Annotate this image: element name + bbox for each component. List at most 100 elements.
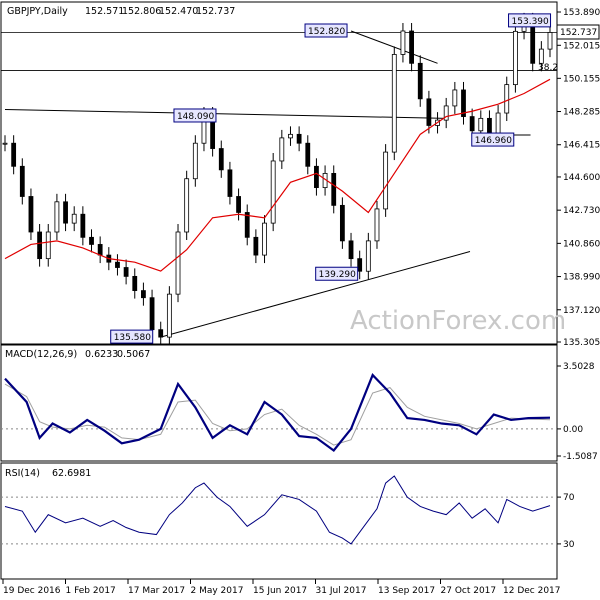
price-candle-body <box>305 142 311 167</box>
price-candle-body <box>504 84 510 114</box>
price-candle-body <box>279 137 285 162</box>
price-ytick-label: 137.120 <box>563 306 600 316</box>
price-candle-body <box>495 112 501 135</box>
x-tick-label: 13 Sep 2017 <box>378 586 435 596</box>
price-candle-body <box>19 165 25 197</box>
fib-label: 38.2 <box>538 63 558 73</box>
price-ytick-label: 146.415 <box>563 141 600 151</box>
price-ytick-label: 148.285 <box>563 108 600 118</box>
price-ytick-label: 140.860 <box>563 239 600 249</box>
price-candle-body <box>158 329 164 338</box>
price-candle-body <box>115 261 120 268</box>
rsi-line <box>4 475 551 545</box>
price-panel-frame <box>0 1 558 345</box>
price-candle-body <box>166 293 172 338</box>
price-candle-body <box>452 89 458 107</box>
price-ytick-label: 144.600 <box>563 173 600 183</box>
price-candle-body <box>400 30 406 55</box>
price-candle-body <box>270 160 276 224</box>
price-candle-body <box>184 178 190 233</box>
price-ytick-label: 152.015 <box>563 41 600 51</box>
price-candle-body <box>478 117 484 132</box>
price-candle-body <box>244 212 250 238</box>
price-annotation-label: 135.580 <box>114 333 151 343</box>
price-candle-body <box>374 208 380 242</box>
price-candle-body <box>443 105 449 121</box>
price-candle-body <box>487 117 492 135</box>
macd-lines <box>4 373 551 452</box>
macd-panel-frame <box>0 344 558 462</box>
price-candle-body <box>262 222 267 256</box>
price-candle-body <box>296 133 302 144</box>
rsi-ytick-label: 70 <box>563 493 575 503</box>
x-tick-label: 1 Feb 2017 <box>66 586 116 596</box>
price-candle-body <box>11 142 17 167</box>
macd-ytick-label: 0.00 <box>563 425 583 435</box>
rsi-ytick-label: 30 <box>563 540 575 550</box>
price-candle-body <box>63 201 68 224</box>
price-candle-body <box>357 258 363 272</box>
price-candle-body <box>461 89 466 117</box>
price-candle-body <box>538 48 544 64</box>
price-ytick-label: 138.990 <box>563 273 600 283</box>
price-candle-body <box>288 133 293 139</box>
rsi-y-ticks: 70 30 <box>557 493 575 550</box>
price-annotation-label: 153.390 <box>512 17 549 27</box>
price-candle-body <box>365 240 371 272</box>
x-tick-label: 27 Oct 2017 <box>441 586 497 596</box>
rsi-panel-frame <box>0 462 558 580</box>
current-price-label: 152.737 <box>560 28 597 38</box>
macd-signal-line <box>4 383 551 446</box>
macd-y-ticks: 3.5028 0.00 -1.5087 <box>557 362 598 462</box>
current-price-badge <box>556 24 600 40</box>
macd-header-value: 0.6233 <box>85 349 118 360</box>
price-header-close: 152.737 <box>196 6 235 17</box>
price-candle-body <box>97 244 103 256</box>
price-candle-body <box>331 173 337 206</box>
rsi-header-value: 62.6981 <box>52 468 91 479</box>
price-y-ticks: 153.890 152.015 150.155 148.285 146.415 144.6… <box>557 8 600 348</box>
macd-ytick-label: -1.5087 <box>563 452 598 462</box>
price-ytick-label: 150.155 <box>563 74 600 84</box>
price-candle-body <box>391 54 397 153</box>
rsi-lines <box>4 475 551 545</box>
price-trendline <box>4 108 447 119</box>
price-candle-body <box>227 169 233 197</box>
price-candle-body <box>123 267 129 277</box>
price-annotation-box <box>471 132 515 147</box>
price-candle-body <box>89 236 94 245</box>
price-candles <box>2 12 553 346</box>
price-header-open: 152.571 <box>85 6 124 17</box>
price-candle-body <box>253 236 259 256</box>
x-tick-label: 31 Jul 2017 <box>316 586 367 596</box>
x-tick-label: 17 Mar 2017 <box>128 586 185 596</box>
price-annotation-box <box>304 23 348 38</box>
price-candle-body <box>417 62 423 100</box>
price-candle-body <box>409 30 414 64</box>
macd-header-name: MACD(12,26,9) <box>5 349 77 360</box>
price-candle-body <box>218 148 224 171</box>
price-candle-body <box>28 196 34 233</box>
x-axis: 19 Dec 2016 1 Feb 2017 17 Mar 2017 2 May 20… <box>2 579 561 596</box>
price-candle-body <box>383 151 389 210</box>
price-candle-body <box>2 142 8 145</box>
rsi-header-name: RSI(14) <box>5 468 40 479</box>
price-annotations: 152.820 153.390 148.090 146.960 139.290 135.5… <box>110 13 552 344</box>
price-candle-body <box>426 98 432 126</box>
price-grid <box>1 32 557 71</box>
price-annotation-box <box>110 329 154 344</box>
price-candle-body <box>236 196 241 213</box>
price-candle-body <box>37 231 43 260</box>
x-tick-label: 12 Dec 2017 <box>503 586 561 596</box>
price-candle-body <box>175 231 181 295</box>
price-candle-body <box>80 213 86 238</box>
price-ytick-label: 153.890 <box>563 8 600 18</box>
price-trendline <box>160 251 471 338</box>
price-sma <box>4 78 551 272</box>
macd-main-line <box>4 373 551 452</box>
macd-ytick-label: 3.5028 <box>563 362 595 372</box>
price-candle-body <box>54 201 60 233</box>
price-annotation-label: 146.960 <box>475 136 512 146</box>
price-ytick-label: 135.305 <box>563 338 600 348</box>
